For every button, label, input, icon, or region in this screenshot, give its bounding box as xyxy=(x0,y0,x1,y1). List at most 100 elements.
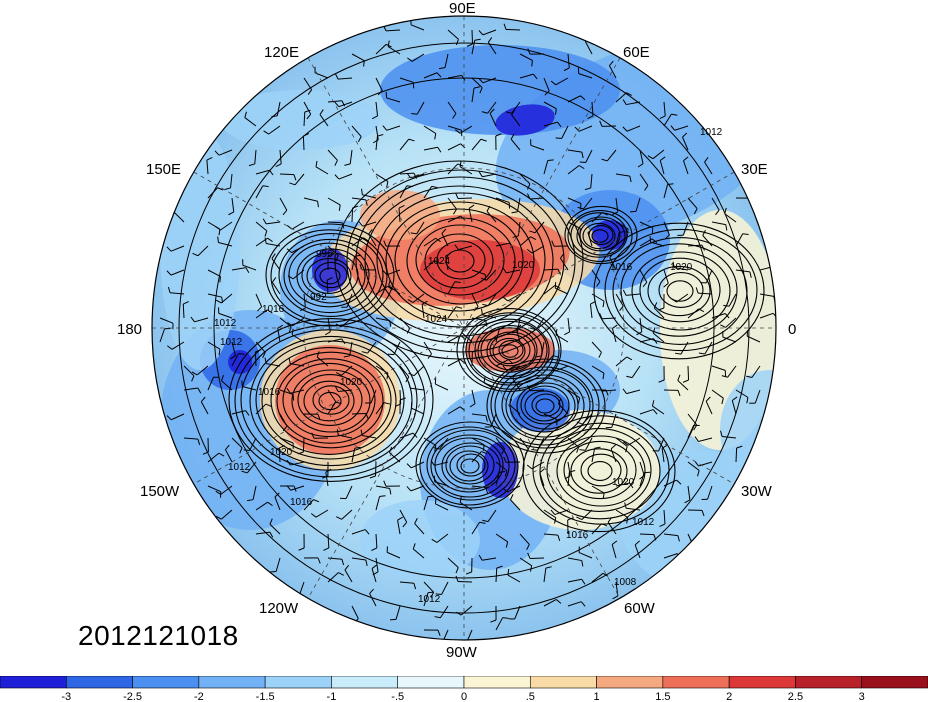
wind-barb xyxy=(215,509,233,520)
wind-barb xyxy=(387,341,401,356)
wind-barb xyxy=(682,365,690,383)
wind-barb xyxy=(687,424,700,439)
wind-barb xyxy=(375,317,392,327)
wind-barb xyxy=(262,218,281,225)
colorbar-swatch xyxy=(198,676,266,689)
wind-barb xyxy=(687,197,698,215)
contour-line xyxy=(474,320,548,380)
colorbar-swatch xyxy=(65,676,133,689)
wind-barb xyxy=(478,29,497,36)
wind-barb xyxy=(183,365,195,382)
wind-barb xyxy=(622,289,641,296)
wind-barb xyxy=(483,376,497,391)
contour-line xyxy=(255,340,405,460)
wind-barb xyxy=(398,205,405,223)
wind-barb xyxy=(287,317,305,327)
contour-label: 1020 xyxy=(512,260,535,271)
wind-barb xyxy=(615,356,633,367)
wind-barb xyxy=(230,341,236,360)
wind-barb xyxy=(605,413,617,429)
wind-barb xyxy=(327,557,345,566)
wind-barb xyxy=(269,518,281,535)
wind-barb xyxy=(579,437,593,451)
wind-barb xyxy=(336,509,353,520)
wind-barb xyxy=(480,269,497,281)
contour-line xyxy=(522,409,676,533)
contour-line xyxy=(276,358,384,444)
wind-barb xyxy=(634,540,641,559)
wind-barb xyxy=(255,341,266,359)
wind-barb xyxy=(455,192,473,200)
wind-barb xyxy=(661,444,668,463)
wind-barb xyxy=(351,125,362,143)
wind-barb xyxy=(447,29,459,46)
wind-barb xyxy=(615,231,626,247)
wind-barb xyxy=(694,436,713,442)
wind-barb xyxy=(271,277,281,295)
wind-barb xyxy=(599,120,617,127)
wind-barb xyxy=(495,533,509,548)
contour-line xyxy=(516,382,576,430)
wind-barb xyxy=(279,413,288,432)
contour-line xyxy=(576,216,626,256)
wind-barb xyxy=(495,471,506,487)
wind-barb xyxy=(247,485,257,502)
wind-barb xyxy=(423,72,442,79)
wind-barb xyxy=(555,328,569,343)
wind-barb xyxy=(399,77,415,89)
wind-barb xyxy=(515,324,522,343)
wind-barb xyxy=(579,149,593,164)
wind-barb xyxy=(423,341,432,359)
wind-barb xyxy=(335,317,353,328)
contour-label: 1012 xyxy=(220,337,243,348)
wind-barb xyxy=(423,629,441,636)
wind-barb xyxy=(351,53,365,67)
wind-barb xyxy=(289,173,305,186)
wind-barb xyxy=(375,43,392,55)
wind-barb xyxy=(519,533,530,551)
wind-barb xyxy=(749,389,761,404)
colorbar-swatch xyxy=(662,676,730,689)
wind-barb xyxy=(336,429,353,439)
contour-line xyxy=(579,218,621,252)
wind-barb xyxy=(375,402,391,415)
wind-barb xyxy=(327,245,339,262)
contour-line xyxy=(535,398,555,414)
wind-barb xyxy=(615,509,629,524)
wind-barb xyxy=(441,629,449,640)
wind-barb xyxy=(207,269,221,283)
colorbar-tick-label: -2.5 xyxy=(123,691,142,702)
wind-barb xyxy=(599,313,617,320)
wind-barb xyxy=(495,197,511,209)
wind-barb xyxy=(183,437,201,446)
wind-barb xyxy=(454,244,473,251)
wind-barb xyxy=(255,293,263,312)
contour-label: 1016 xyxy=(290,497,313,508)
wind-barb xyxy=(244,111,257,127)
wind-barb xyxy=(303,109,311,127)
wind-barb xyxy=(271,253,281,271)
contour-label: 1016 xyxy=(258,387,281,398)
wind-barb xyxy=(371,101,379,120)
contour-label: 1024 xyxy=(428,256,451,267)
wind-barb xyxy=(629,197,641,213)
wind-barb xyxy=(228,197,235,216)
colorbar-swatch xyxy=(596,676,664,689)
wind-barb xyxy=(663,221,670,240)
contour-line xyxy=(265,223,395,327)
wind-barb xyxy=(746,330,761,343)
wind-barb xyxy=(361,188,377,199)
contour-label: 992 xyxy=(310,292,327,303)
wind-barb xyxy=(327,197,341,211)
wind-barb xyxy=(369,588,377,607)
contour-line xyxy=(468,318,550,384)
lat-lon-gridlines xyxy=(152,16,776,640)
wind-barb xyxy=(159,317,174,330)
wind-barb xyxy=(607,517,617,535)
wind-barb xyxy=(255,501,273,511)
wind-barb xyxy=(399,581,417,590)
wind-barb xyxy=(248,149,257,167)
wind-barb xyxy=(615,92,633,103)
contour-line xyxy=(604,228,758,352)
wind-barb xyxy=(231,437,243,454)
